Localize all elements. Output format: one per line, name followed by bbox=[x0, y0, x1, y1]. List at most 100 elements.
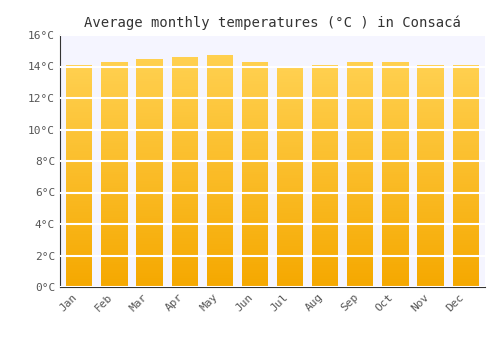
Bar bbox=[382, 276, 408, 279]
Bar bbox=[136, 121, 162, 124]
Bar bbox=[66, 245, 92, 248]
Bar bbox=[382, 73, 408, 76]
Bar bbox=[102, 68, 128, 70]
Bar bbox=[102, 144, 128, 146]
Bar bbox=[66, 284, 92, 287]
Bar bbox=[347, 118, 374, 121]
Bar bbox=[277, 142, 303, 145]
Bar bbox=[102, 152, 128, 155]
Bar bbox=[66, 220, 92, 223]
Bar bbox=[312, 218, 338, 220]
Bar bbox=[347, 276, 374, 279]
Bar bbox=[312, 243, 338, 245]
Bar bbox=[418, 134, 444, 137]
Bar bbox=[206, 267, 233, 270]
Bar bbox=[312, 209, 338, 212]
Bar bbox=[102, 110, 128, 112]
Bar bbox=[66, 104, 92, 106]
Bar bbox=[452, 229, 479, 231]
Bar bbox=[66, 126, 92, 129]
Bar bbox=[347, 73, 374, 76]
Bar bbox=[382, 284, 408, 287]
Bar bbox=[418, 173, 444, 176]
Bar bbox=[136, 250, 162, 253]
Bar bbox=[206, 203, 233, 206]
Bar bbox=[418, 106, 444, 109]
Bar bbox=[277, 219, 303, 221]
Bar bbox=[452, 226, 479, 229]
Bar bbox=[172, 109, 198, 112]
Bar bbox=[277, 172, 303, 175]
Bar bbox=[347, 127, 374, 130]
Bar bbox=[136, 284, 162, 287]
Bar bbox=[66, 118, 92, 120]
Bar bbox=[418, 156, 444, 159]
Bar bbox=[66, 79, 92, 82]
Bar bbox=[136, 153, 162, 156]
Bar bbox=[418, 279, 444, 281]
Bar bbox=[418, 195, 444, 198]
Bar bbox=[242, 236, 268, 239]
Bar bbox=[102, 276, 128, 279]
Bar bbox=[418, 143, 444, 146]
Bar bbox=[172, 155, 198, 158]
Bar bbox=[277, 279, 303, 281]
Bar bbox=[102, 87, 128, 90]
Bar bbox=[382, 183, 408, 186]
Bar bbox=[277, 221, 303, 224]
Bar bbox=[277, 68, 303, 71]
Bar bbox=[172, 215, 198, 218]
Bar bbox=[418, 82, 444, 84]
Bar bbox=[172, 112, 198, 114]
Bar bbox=[452, 212, 479, 215]
Bar bbox=[382, 259, 408, 262]
Bar bbox=[277, 145, 303, 147]
Bar bbox=[382, 82, 408, 84]
Bar bbox=[277, 93, 303, 96]
Bar bbox=[206, 116, 233, 119]
Bar bbox=[277, 232, 303, 235]
Bar bbox=[277, 87, 303, 90]
Bar bbox=[418, 245, 444, 248]
Bar bbox=[418, 168, 444, 170]
Bar bbox=[242, 208, 268, 211]
Bar bbox=[418, 159, 444, 162]
Bar bbox=[347, 115, 374, 118]
Bar bbox=[312, 165, 338, 168]
Bar bbox=[382, 79, 408, 82]
Bar bbox=[172, 187, 198, 189]
Bar bbox=[312, 273, 338, 276]
Bar bbox=[347, 180, 374, 183]
Bar bbox=[66, 206, 92, 209]
Bar bbox=[277, 262, 303, 265]
Bar bbox=[452, 96, 479, 98]
Bar bbox=[312, 96, 338, 98]
Bar bbox=[347, 82, 374, 84]
Bar bbox=[242, 200, 268, 203]
Bar bbox=[206, 73, 233, 76]
Bar bbox=[418, 226, 444, 229]
Bar bbox=[136, 133, 162, 136]
Bar bbox=[136, 136, 162, 139]
Bar bbox=[102, 121, 128, 124]
Bar bbox=[418, 154, 444, 156]
Bar bbox=[418, 118, 444, 120]
Bar bbox=[206, 212, 233, 215]
Bar bbox=[312, 126, 338, 129]
Bar bbox=[102, 118, 128, 121]
Bar bbox=[382, 219, 408, 222]
Bar bbox=[277, 183, 303, 186]
Bar bbox=[277, 134, 303, 136]
Bar bbox=[206, 128, 233, 131]
Bar bbox=[242, 73, 268, 76]
Bar bbox=[418, 98, 444, 101]
Bar bbox=[136, 141, 162, 144]
Bar bbox=[206, 61, 233, 64]
Bar bbox=[382, 225, 408, 228]
Bar bbox=[206, 76, 233, 79]
Bar bbox=[206, 96, 233, 99]
Bar bbox=[206, 67, 233, 70]
Bar bbox=[66, 123, 92, 126]
Bar bbox=[418, 229, 444, 231]
Bar bbox=[206, 232, 233, 235]
